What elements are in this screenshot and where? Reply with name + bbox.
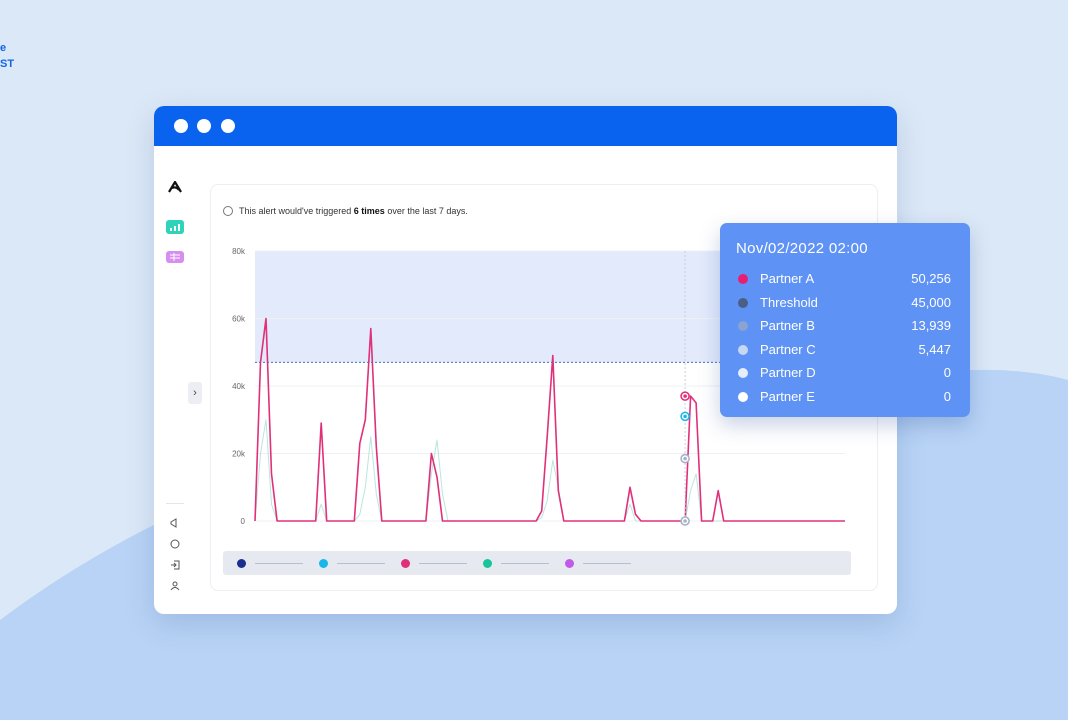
chart-icon[interactable] — [166, 220, 184, 234]
logo-icon[interactable] — [166, 179, 184, 195]
tooltip-series-name: Partner B — [760, 318, 815, 334]
tooltip-series-value: 50,256 — [911, 271, 951, 286]
alert-count: 6 times — [353, 206, 385, 216]
window-close-dot[interactable] — [174, 119, 188, 133]
tooltip-series-value: 0 — [943, 365, 951, 381]
window-minimize-dot[interactable] — [197, 119, 211, 133]
tooltip-row: Threshold 45,000 — [736, 295, 951, 313]
tooltip-series-value: 5,447 — [918, 341, 951, 357]
legend-placeholder-line — [337, 563, 385, 564]
legend-swatch — [401, 559, 410, 568]
legend-swatch — [483, 559, 492, 568]
chart-legend-bar — [223, 551, 851, 575]
legend-placeholder-line — [419, 563, 467, 564]
help-icon[interactable] — [169, 539, 181, 551]
legend-item[interactable] — [237, 559, 307, 568]
y-tick-label: 0 — [241, 517, 246, 526]
tooltip-series-name: Partner C — [760, 341, 816, 357]
tooltip-series-value: 45,000 — [911, 294, 951, 310]
tooltip-row: Partner D 0 — [736, 365, 951, 383]
logout-icon[interactable] — [169, 560, 181, 572]
alert-prefix: This alert would've triggered — [239, 206, 354, 216]
table-icon[interactable] — [166, 251, 184, 263]
legend-item[interactable] — [483, 559, 553, 568]
corner-logo-line1: e — [0, 42, 7, 54]
legend-item[interactable] — [565, 559, 635, 568]
hover-marker-core — [683, 414, 687, 419]
tooltip-series-dot — [738, 321, 748, 332]
legend-placeholder-line — [255, 563, 303, 564]
series-line-0 — [254, 317, 845, 522]
alert-suffix: over the last 7 days. — [384, 206, 468, 216]
series-line-1 — [254, 419, 845, 522]
sidebar-divider — [166, 503, 184, 504]
tooltip-series-value: 0 — [943, 389, 951, 404]
tooltip-series-dot — [738, 344, 748, 355]
tooltip-series-name: Partner E — [760, 389, 815, 404]
y-tick-label: 20k — [232, 450, 246, 459]
hover-marker-core — [683, 519, 687, 523]
sidebar-collapse-button[interactable]: › — [188, 382, 202, 404]
hover-marker-core — [683, 394, 687, 398]
corner-logo: e ST — [0, 40, 14, 72]
alert-text: This alert would've triggered 6 times ov… — [239, 206, 468, 216]
tooltip-series-dot — [738, 297, 748, 308]
tooltip-series-name: Partner D — [760, 365, 816, 381]
tooltip-row: Partner B 13,939 — [736, 318, 951, 336]
legend-item[interactable] — [319, 559, 389, 568]
alert-summary: This alert would've triggered 6 times ov… — [223, 206, 468, 216]
chart-tooltip: Nov/02/2022 02:00 Partner A 50,256 Thresho… — [720, 223, 970, 417]
tooltip-series-name: Threshold — [760, 294, 818, 310]
alert-target-icon — [223, 206, 233, 216]
user-icon[interactable] — [169, 581, 181, 593]
tooltip-series-dot — [738, 392, 748, 402]
tooltip-series-value: 13,939 — [911, 318, 951, 334]
legend-swatch — [565, 559, 574, 568]
legend-swatch — [319, 559, 328, 568]
tooltip-series-name: Partner A — [760, 271, 815, 286]
window-titlebar — [154, 106, 897, 146]
hover-marker-core — [683, 456, 687, 461]
tooltip-row: Partner E 0 — [736, 389, 951, 407]
tooltip-row: Partner C 5,447 — [736, 342, 951, 360]
window-maximize-dot[interactable] — [221, 119, 235, 133]
megaphone-icon[interactable] — [169, 518, 181, 530]
tooltip-series-dot — [738, 368, 748, 379]
legend-item[interactable] — [401, 559, 471, 568]
legend-placeholder-line — [583, 563, 631, 564]
y-tick-label: 40k — [232, 382, 246, 391]
corner-logo-line2: ST — [0, 58, 15, 70]
tooltip-series-dot — [738, 274, 748, 284]
y-tick-label: 60k — [232, 315, 246, 324]
tooltip-row: Partner A 50,256 — [736, 271, 951, 289]
tooltip-title: Nov/02/2022 02:00 — [736, 240, 868, 257]
y-tick-label: 80k — [232, 247, 246, 256]
legend-swatch — [237, 559, 246, 568]
sidebar: › — [154, 146, 202, 614]
legend-placeholder-line — [501, 563, 549, 564]
